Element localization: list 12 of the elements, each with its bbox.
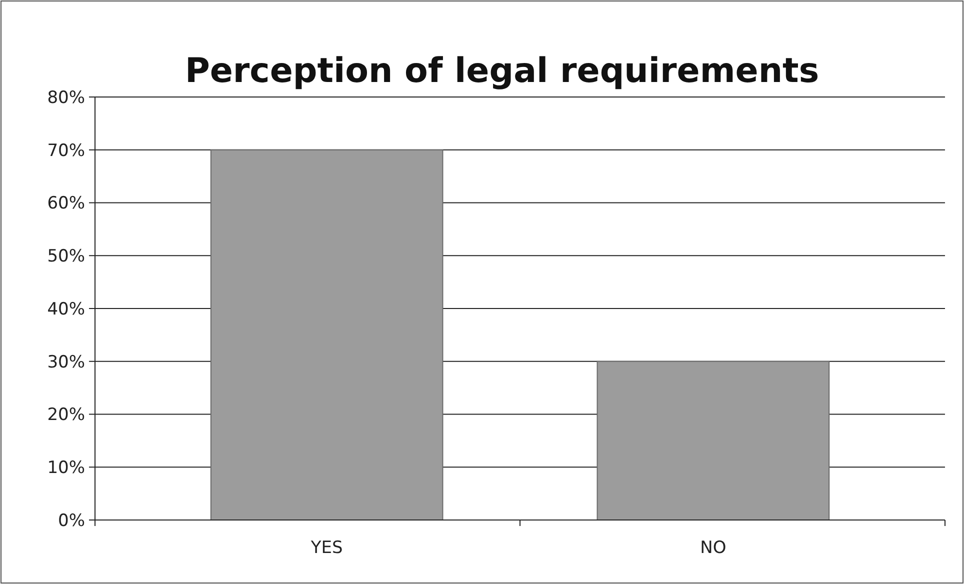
x-tick-label: NO: [700, 538, 726, 558]
y-tick-label: 30%: [47, 352, 85, 372]
y-tick-label: 50%: [47, 246, 85, 267]
y-tick-label: 10%: [47, 458, 85, 478]
chart-title: Perception of legal requirements: [184, 51, 820, 91]
y-tick-label: 40%: [47, 299, 85, 320]
y-tick-label: 60%: [47, 194, 85, 214]
x-tick-label: YES: [310, 538, 343, 558]
y-tick-label: 0%: [58, 510, 85, 531]
y-tick-label: 70%: [47, 140, 85, 161]
y-tick-label: 80%: [47, 88, 85, 108]
y-tick-label: 20%: [47, 405, 85, 426]
